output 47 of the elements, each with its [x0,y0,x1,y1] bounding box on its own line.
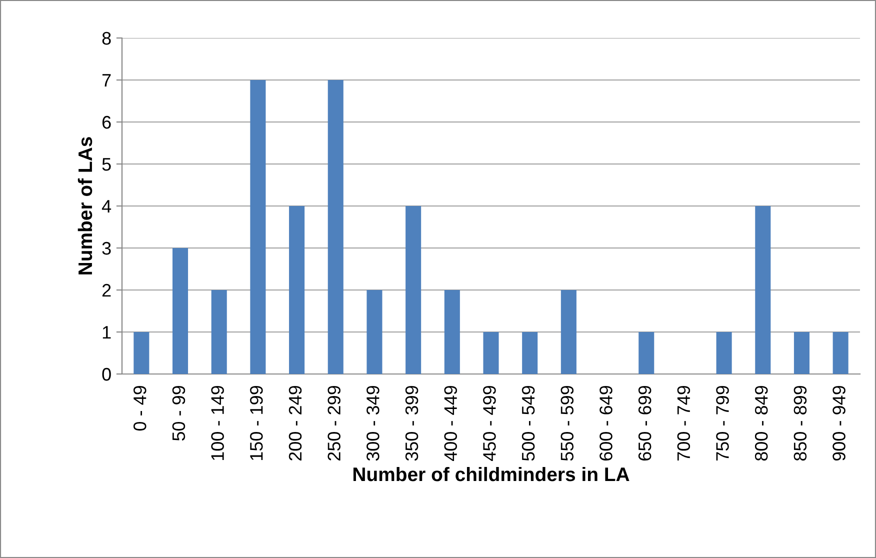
y-tick-label: 2 [102,284,111,297]
x-tick-label: 350 - 399 [405,386,418,461]
bar [522,332,538,374]
x-axis-title: Number of childminders in LA [353,466,630,482]
x-tick-label: 250 - 299 [328,386,340,460]
y-axis-title: Number of LAs [78,137,92,274]
bar [560,290,576,374]
x-tick-label: 200 - 249 [288,386,302,460]
bar [366,290,382,374]
bar [328,80,344,374]
bar [483,332,499,374]
bar [134,332,150,374]
bar [289,206,305,374]
bar [172,248,188,374]
bar [832,332,848,374]
bar [794,332,810,374]
y-tick-label: 4 [102,200,112,213]
bar [755,206,771,374]
x-tick-label: 300 - 349 [366,386,380,461]
x-tick-label: 100 - 149 [211,386,224,460]
bar [716,332,732,374]
bar [211,290,227,374]
y-tick-label: 3 [102,242,111,255]
x-tick-label: 450 - 499 [483,386,496,461]
x-tick-label: 600 - 649 [600,386,612,460]
x-tick-label: 650 - 699 [638,386,652,460]
x-tick-label: 400 - 449 [444,386,458,461]
x-tick-label: 900 - 949 [832,386,846,461]
y-tick-label: 0 [102,368,111,381]
bar [638,332,654,374]
x-tick-label: 700 - 749 [677,386,690,460]
y-tick-label: 6 [102,116,111,129]
x-tick-label: 800 - 849 [754,386,768,461]
bar [250,80,266,374]
x-tick-label: 150 - 199 [250,386,263,460]
x-tick-label: 550 - 599 [560,386,574,461]
x-tick-label: 750 - 799 [716,386,729,460]
y-tick-label: 7 [102,74,111,87]
bar [406,206,422,374]
x-tick-label: 0 - 49 [133,386,146,431]
x-tick-label: 50 - 99 [172,386,186,441]
x-tick-label: 850 - 899 [794,386,807,461]
y-tick-label: 8 [102,32,111,45]
x-tick-label: 500 - 549 [522,386,535,461]
bar [444,290,460,374]
y-tick-label: 1 [102,326,111,339]
y-tick-label: 5 [102,158,111,171]
